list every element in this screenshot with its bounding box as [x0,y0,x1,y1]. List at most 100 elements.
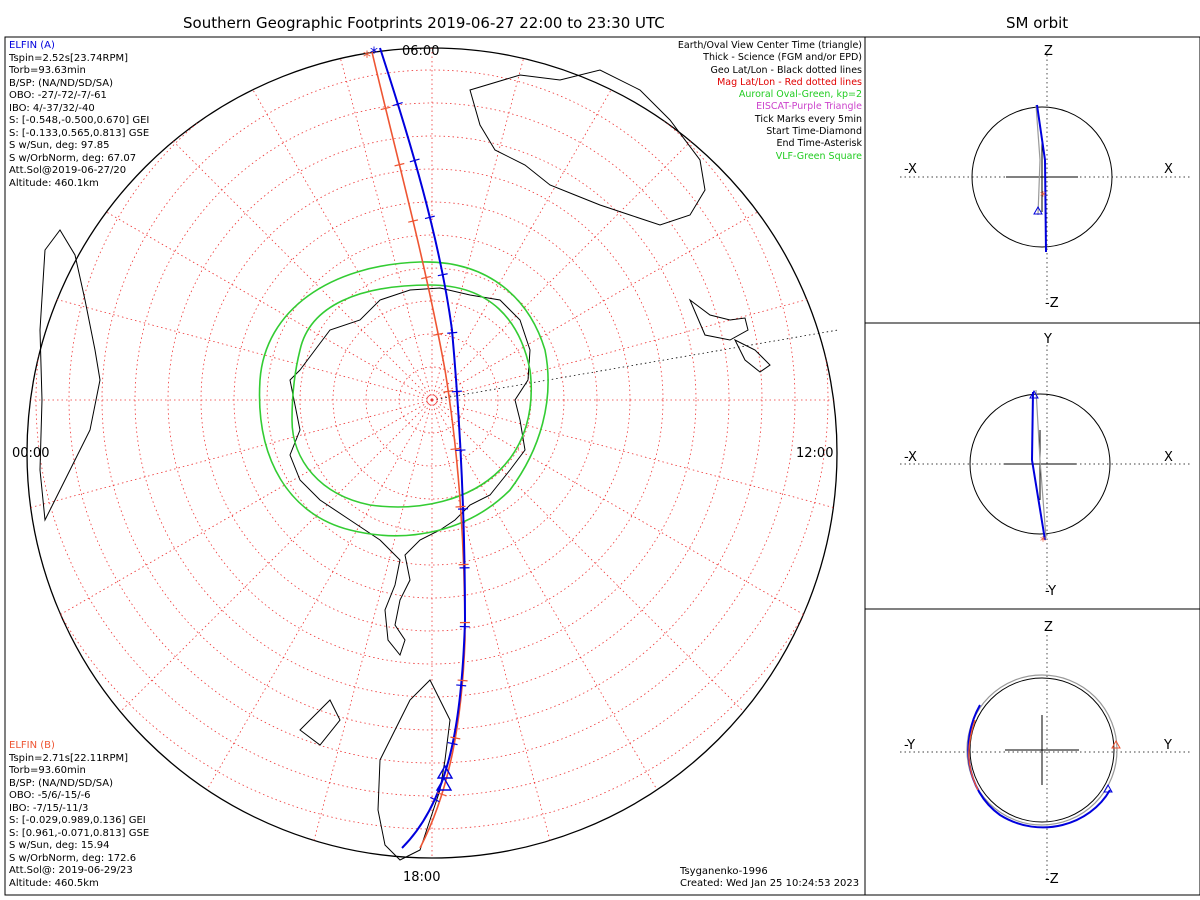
auroral-oval-inner [291,284,533,508]
panel1-bottom-label: -Z [1045,296,1059,311]
track-tick [447,741,458,746]
track-tick [450,447,461,451]
panel2-left-label: -X [904,450,917,465]
mag-grid [27,48,837,858]
mag-longitude-line [431,48,552,401]
panel3-top-label: Z [1044,620,1053,635]
orbit-title: SM orbit [1006,14,1069,32]
orbit-panel-frame [864,36,1200,896]
legend-item: Auroral Oval-Green, kp=2 [738,89,862,101]
mag-longitude-line [431,280,837,401]
south-america-coastline [299,679,451,861]
mag-longitude-line [431,399,831,631]
elfin-a-line: S w/OrbNorm, deg: 67.07 [9,152,137,164]
track-tick [455,505,466,508]
coastlines [39,69,771,861]
antarctica-coastline [289,287,531,657]
track-tick [450,736,461,740]
mag-latitude-circle [266,234,598,566]
mag-latitude-circle [365,333,499,467]
legend-item: EISCAT-Purple Triangle [756,101,862,113]
elfin-a-line: S: [-0.548,-0.500,0.670] GEI [9,115,150,126]
clock-top-label: 06:00 [402,44,440,59]
orbit-panel-yz [900,635,1190,880]
mag-longitude-line [201,399,433,799]
mag-longitude-line [431,399,663,799]
track-tick [437,273,448,277]
orbit-panel-xy: * [900,345,1190,590]
panel3-bottom-label: -Z [1045,872,1059,887]
elfin-a-view-triangle [435,776,453,791]
track-tick [447,331,458,334]
elfin-a-line: S w/Sun, deg: 97.85 [9,140,110,151]
elfin-a-line: S: [-0.133,0.565,0.813] GSE [9,127,150,139]
legend-item: End Time-Asterisk [776,138,862,150]
elfin-b-info: ELFIN (B) Tspin=2.71s[22.11RPM] Torb=93.… [9,740,149,890]
track-tick [456,684,467,687]
mag-longitude-line [33,399,433,631]
elfin-a-footprint-track [379,47,467,849]
track-tick [408,219,419,223]
track-tick [421,275,432,280]
elfin-b-line: B/SP: (NA/ND/SD/SA) [9,777,113,789]
legend-item: VLF-Green Square [775,150,862,162]
elfin-a-line: OBO: -27/-72/-7/-61 [9,90,107,101]
panel1-top-label: Z [1044,44,1053,59]
elfin-b-line: S w/OrbNorm, deg: 172.6 [9,852,137,864]
mag-longitude-line [431,399,552,845]
auroral-oval-outer [258,261,549,537]
mag-longitude-line [431,399,758,726]
elfin-b-line: OBO: -5/6/-15/-6 [9,790,91,801]
clock-left-label: 00:00 [12,446,50,461]
mag-longitude-line [201,48,433,401]
mag-longitude-line [431,48,663,401]
track-tick [409,158,420,163]
elfin-b-line: S w/Sun, deg: 15.94 [9,840,110,851]
created-label: Created: Wed Jan 25 10:24:53 2023 [680,878,860,889]
mag-longitude-line [106,74,433,401]
elfin-b-line: S: [-0.029,0.989,0.136] GEI [9,815,146,826]
clock-right-label: 12:00 [796,446,834,461]
panel2-bottom-label: -Y [1045,584,1057,599]
elfin-a-end-asterisk: * [370,43,378,62]
elfin-a-name: ELFIN (A) [9,40,55,51]
model-label: Tsyganenko-1996 [680,866,768,877]
mag-longitude-line [312,399,433,845]
panel1-left-label: -X [904,162,917,177]
mag-longitude-line [431,169,831,401]
elfin-a-line: B/SP: (NA/ND/SD/SA) [9,77,113,89]
track-tick [451,390,462,393]
orbit-panel-xz: * [900,55,1190,300]
legend-item: Thick - Science (FGM and/or EPD) [703,52,862,64]
elfin-b-view-triangle [436,764,454,779]
clock-bottom-label: 18:00 [403,870,441,885]
mag-longitude-line [27,399,433,520]
panel1-right-label: X [1164,162,1173,177]
legend-item: Start Time-Diamond [766,126,862,138]
track-tick [424,215,435,220]
auroral-oval [258,261,549,537]
elfin-b-line: Altitude: 460.5km [9,877,99,889]
elfin-a-line: Att.Sol@2019-06-27/20 [9,165,127,176]
main-title: Southern Geographic Footprints 2019-06-2… [183,14,665,32]
elfin-a-line: Tspin=2.52s[23.74RPM] [9,52,129,64]
elfin-b-line: Tspin=2.71s[22.11RPM] [9,752,129,764]
elfin-b-end-asterisk: * [363,47,371,66]
elfin-a-line: Altitude: 460.1km [9,177,99,189]
australia-coastline [469,69,706,226]
elfin-b-line: Torb=93.60min [9,765,86,776]
legend-item: Geo Lat/Lon - Black dotted lines [710,64,862,76]
legend-item: Earth/Oval View Center Time (triangle) [677,40,862,51]
mag-longitude-line [27,280,433,401]
svg-text:*: * [1040,534,1046,548]
elfin-b-name: ELFIN (B) [9,740,55,751]
elfin-a-line: Torb=93.63min [9,65,86,76]
panel2-top-label: Y [1044,332,1052,347]
track-tick-marks [380,102,470,803]
elfin-b-line: Att.Sol@: 2019-06-29/23 [9,865,133,876]
track-tick [430,796,440,803]
africa-coastline [39,229,101,522]
track-tick [433,332,444,336]
legend-item: Tick Marks every 5min [754,113,862,125]
